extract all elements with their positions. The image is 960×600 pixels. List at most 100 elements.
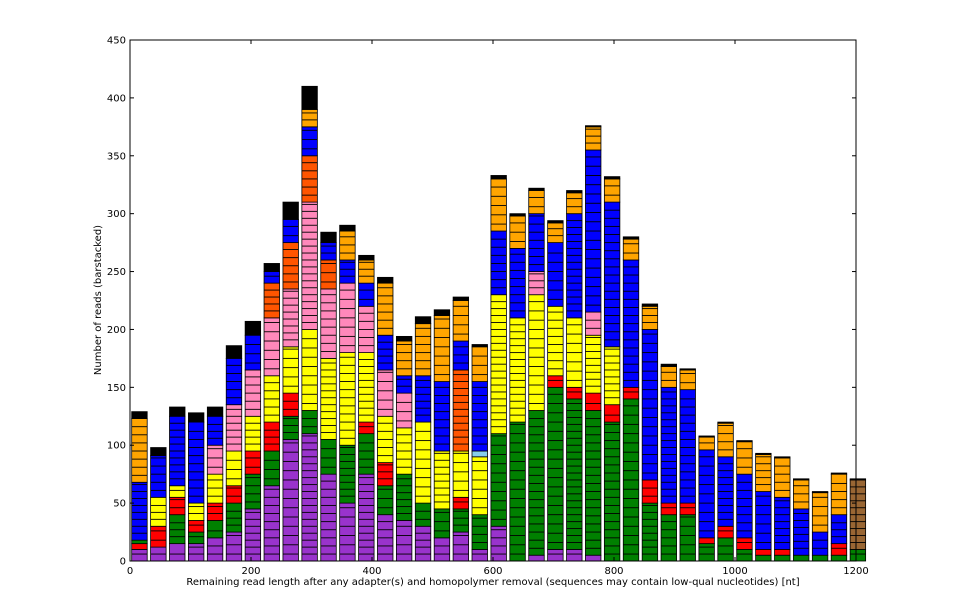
bar-segment — [377, 334, 394, 371]
bar-segment — [395, 340, 413, 377]
bar-segment — [736, 473, 753, 539]
bar-stack — [622, 236, 640, 562]
bar-stack — [793, 478, 810, 562]
bar-segment — [244, 320, 262, 336]
bar-segment — [755, 491, 772, 550]
bar-segment — [263, 421, 280, 452]
bar-segment — [150, 496, 167, 527]
y-tick-label: 50 — [113, 499, 126, 510]
bar-segment — [131, 539, 148, 545]
bar-stack — [395, 335, 413, 562]
bar-segment — [471, 450, 488, 458]
bar-segment — [206, 415, 224, 446]
bar-segment — [244, 415, 262, 452]
bar-segment — [225, 531, 243, 562]
bar-stack — [641, 303, 659, 562]
bar-segment — [528, 190, 545, 215]
bar-segment — [641, 502, 659, 562]
bar-segment — [528, 187, 545, 191]
bar-segment — [736, 537, 753, 550]
bar-segment — [660, 363, 677, 367]
bar-segment — [660, 366, 677, 388]
bar-segment — [811, 491, 829, 494]
bar-segment — [717, 537, 734, 562]
bar-segment — [188, 421, 205, 504]
y-tick-label: 450 — [107, 36, 126, 47]
bar-segment — [793, 478, 810, 481]
bar-segment — [263, 317, 280, 377]
x-tick-label: 1200 — [843, 566, 868, 577]
bar-stack — [736, 440, 753, 562]
bar-segment — [206, 520, 224, 539]
bar-segment — [301, 201, 318, 330]
bar-segment — [603, 421, 621, 562]
x-tick-label: 1000 — [722, 566, 747, 577]
bar-segment — [244, 334, 262, 371]
bar-stack — [433, 309, 451, 562]
bar-stack — [811, 491, 829, 562]
bar-segment — [206, 444, 224, 475]
bar-segment — [566, 192, 583, 215]
bar-segment — [131, 543, 148, 550]
bar-segment — [282, 201, 299, 220]
bar-stack — [528, 187, 545, 562]
y-tick-label: 200 — [107, 325, 126, 336]
bar-segment — [339, 224, 356, 232]
bar-segment — [471, 381, 488, 452]
bar-segment — [452, 296, 470, 301]
bar-segment — [547, 242, 564, 307]
bar-segment — [188, 502, 205, 521]
bar-segment — [755, 554, 772, 562]
bar-segment — [603, 176, 621, 180]
bar-segment — [320, 439, 337, 475]
y-tick-label: 300 — [107, 209, 126, 220]
bar-stack — [660, 363, 677, 562]
bar-segment — [566, 213, 583, 319]
bar-segment — [736, 440, 753, 443]
bar-segment — [490, 433, 507, 527]
bar-segment — [377, 485, 394, 516]
bar-segment — [339, 502, 356, 562]
bar-segment — [301, 329, 318, 411]
bar-segment — [793, 554, 810, 562]
bar-segment — [774, 457, 791, 498]
x-tick-label: 800 — [604, 566, 623, 577]
bar-stack — [452, 296, 470, 562]
bar-segment — [320, 357, 337, 440]
bar-segment — [188, 531, 205, 545]
bar-stack — [131, 411, 148, 562]
bar-segment — [585, 334, 602, 394]
bar-segment — [188, 520, 205, 533]
bar-segment — [225, 450, 243, 487]
axis-ticks: 0 200 400 600 800 1000 1200 0 50 100 150 200 250 300 3… — [107, 36, 869, 578]
bar-segment — [641, 329, 659, 481]
bar-segment — [641, 305, 659, 330]
bar-segment — [414, 421, 432, 504]
bar-segment — [358, 421, 375, 435]
bar-segment — [547, 305, 564, 377]
bar-segment — [377, 282, 394, 336]
bar-stack — [490, 175, 507, 562]
bar-stack — [188, 412, 205, 562]
bar-segment — [282, 288, 299, 348]
bar-segment — [717, 525, 734, 539]
bar-stack — [339, 224, 356, 562]
bar-segment — [263, 450, 280, 487]
bar-segment — [603, 201, 621, 348]
bar-segment — [811, 492, 829, 533]
bar-segment — [339, 444, 356, 504]
bar-segment — [377, 276, 394, 284]
bar-segment — [490, 175, 507, 180]
bar-segment — [509, 247, 526, 319]
bar-segment — [830, 554, 848, 562]
bar-segment — [377, 462, 394, 487]
bar-segment — [471, 514, 488, 550]
bar-segment — [433, 508, 451, 539]
bar-segment — [395, 392, 413, 429]
bar-segment — [452, 531, 470, 562]
y-tick-label: 350 — [107, 151, 126, 162]
bar-segment — [509, 317, 526, 423]
bar-segment — [169, 485, 186, 498]
y-tick-label: 150 — [107, 383, 126, 394]
bar-segment — [547, 375, 564, 388]
